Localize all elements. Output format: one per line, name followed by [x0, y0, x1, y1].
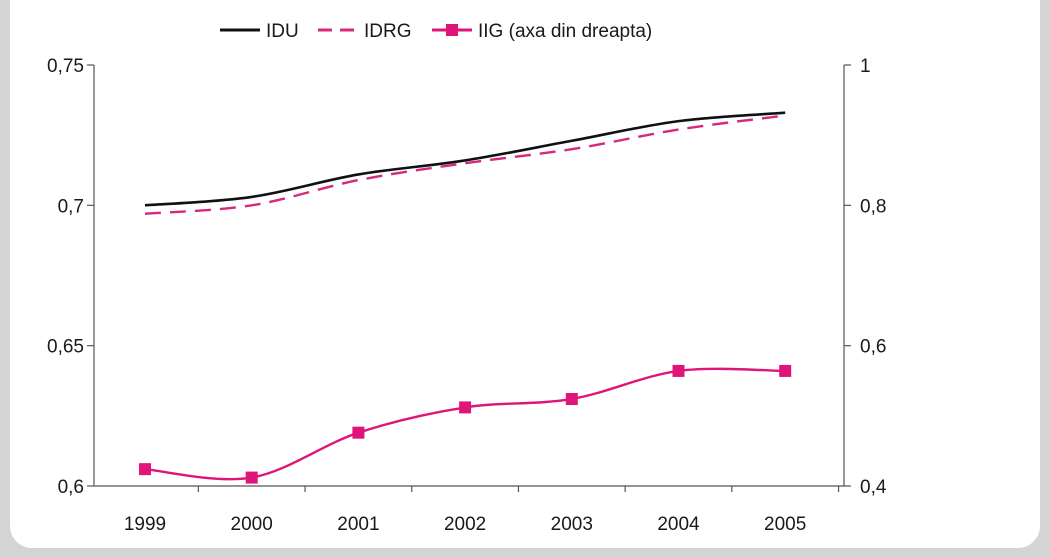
x-tick-label: 2001	[337, 514, 379, 535]
series-lines	[139, 111, 792, 484]
tick-labels: 0,6 0,65 0,7 0,75 0,4 0,6 0,8 1 1999 2000 2001 2002…	[47, 56, 887, 535]
y-left-tick-label: 0,75	[47, 56, 84, 77]
legend-label: IDRG	[364, 21, 412, 42]
y-right-tick-label: 0,4	[860, 477, 887, 498]
series-line-idu	[144, 111, 786, 207]
x-tick-label: 2005	[764, 514, 806, 535]
x-tick-label: 2002	[444, 514, 486, 535]
series-line-idrg	[144, 114, 786, 215]
data-point-marker	[245, 471, 258, 484]
chart-frame	[10, 0, 1040, 548]
data-point-marker	[459, 401, 472, 414]
y-left-tick-label: 0,7	[58, 196, 84, 217]
x-tick-label: 2004	[657, 514, 700, 535]
data-point-marker	[139, 463, 151, 476]
x-tick-label: 1999	[124, 514, 166, 535]
data-point-marker	[352, 426, 365, 439]
x-tick-label: 2003	[551, 514, 593, 535]
legend-marker	[446, 24, 458, 36]
y-right-tick-label: 1	[860, 56, 871, 77]
axes	[87, 64, 851, 492]
x-tick-label: 2000	[231, 514, 273, 535]
y-right-tick-label: 0,8	[860, 196, 886, 217]
legend-label: IIG (axa din dreapta)	[478, 21, 652, 42]
data-point-marker	[672, 364, 685, 377]
data-point-marker	[779, 364, 792, 377]
y-left-tick-label: 0,65	[47, 337, 84, 358]
series-line-iig	[144, 367, 786, 481]
legend: IDU IDRG IIG (axa din dreapta)	[220, 21, 652, 42]
data-point-marker	[565, 392, 578, 405]
y-left-tick-label: 0,6	[58, 477, 84, 498]
legend-label: IDU	[266, 21, 299, 42]
y-right-tick-label: 0,6	[860, 337, 886, 358]
